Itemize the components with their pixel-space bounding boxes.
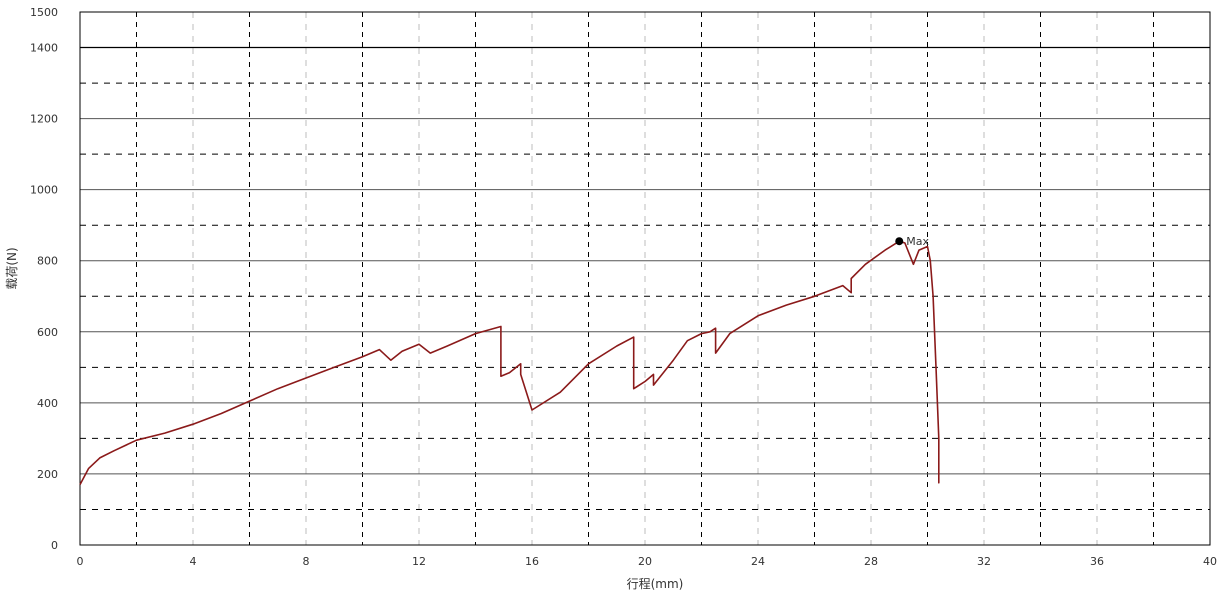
y-tick-label: 1400: [30, 42, 58, 55]
x-tick-label: 12: [412, 555, 426, 568]
y-tick-label: 600: [37, 326, 58, 339]
y-tick-label: 1000: [30, 184, 58, 197]
y-tick-label: 200: [37, 468, 58, 481]
x-tick-label: 24: [751, 555, 765, 568]
y-tick-label: 800: [37, 255, 58, 268]
x-tick-label: 36: [1090, 555, 1104, 568]
x-tick-label: 4: [190, 555, 197, 568]
x-tick-label: 20: [638, 555, 652, 568]
x-axis-title: 行程(mm): [627, 576, 684, 591]
plot-area-frame: [79, 11, 1211, 546]
x-tick-label: 40: [1203, 555, 1217, 568]
x-tick-label: 16: [525, 555, 539, 568]
data-series: [79, 240, 940, 485]
x-axis-tick-labels: 0 4 8 12 16 20 24 28 32 36 40: [77, 555, 1218, 568]
x-tick-label: 28: [864, 555, 878, 568]
x-tick-label: 8: [303, 555, 310, 568]
annotations: Max: [895, 235, 929, 248]
max-point-marker: [895, 237, 904, 246]
x-tick-label: 0: [77, 555, 84, 568]
x-tick-label: 32: [977, 555, 991, 568]
y-tick-label: 1200: [30, 113, 58, 126]
grid-lines: [80, 12, 1210, 545]
y-axis-tick-labels: 0 200 400 600 800 1000 1200 1400 1500: [30, 6, 58, 552]
y-tick-label: 400: [37, 397, 58, 410]
series-line: [79, 240, 940, 485]
y-tick-label: 0: [51, 539, 58, 552]
y-axis-title: 载荷(N): [5, 247, 19, 289]
y-tick-label: 1500: [30, 6, 58, 19]
max-point-label: Max: [906, 235, 929, 248]
